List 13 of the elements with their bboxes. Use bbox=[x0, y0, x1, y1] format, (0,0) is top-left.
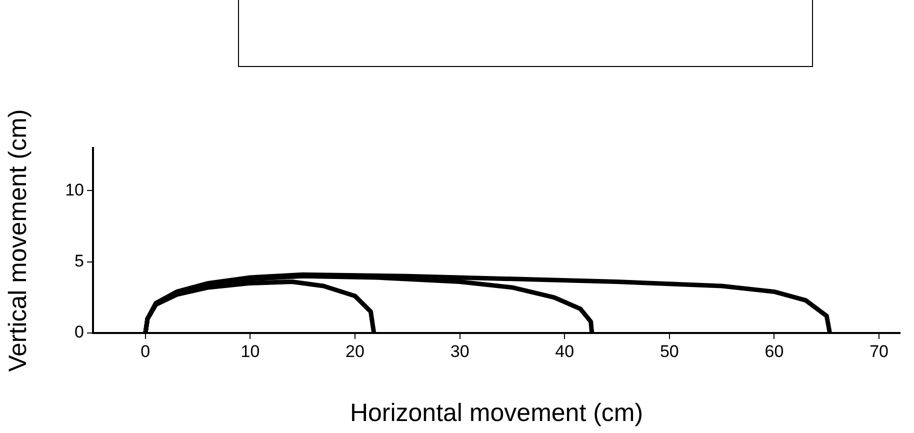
x-tick-label: 20 bbox=[346, 342, 364, 361]
x-tick-label: 40 bbox=[555, 342, 574, 361]
y-axis-title: Vertical movement (cm) bbox=[4, 109, 32, 372]
x-tick-label: 50 bbox=[660, 342, 679, 361]
y-tick-label: 10 bbox=[65, 180, 84, 200]
x-tick-label: 10 bbox=[240, 342, 260, 361]
x-tick-label: 70 bbox=[870, 342, 888, 361]
x-axis-title: Horizontal movement (cm) bbox=[350, 398, 644, 427]
x-tick-label: 0 bbox=[140, 342, 150, 361]
y-tick-label: 0 bbox=[74, 322, 84, 342]
y-tick-label: 5 bbox=[74, 252, 84, 271]
x-tick-label: 30 bbox=[450, 342, 470, 361]
x-tick-label: 60 bbox=[764, 342, 784, 361]
